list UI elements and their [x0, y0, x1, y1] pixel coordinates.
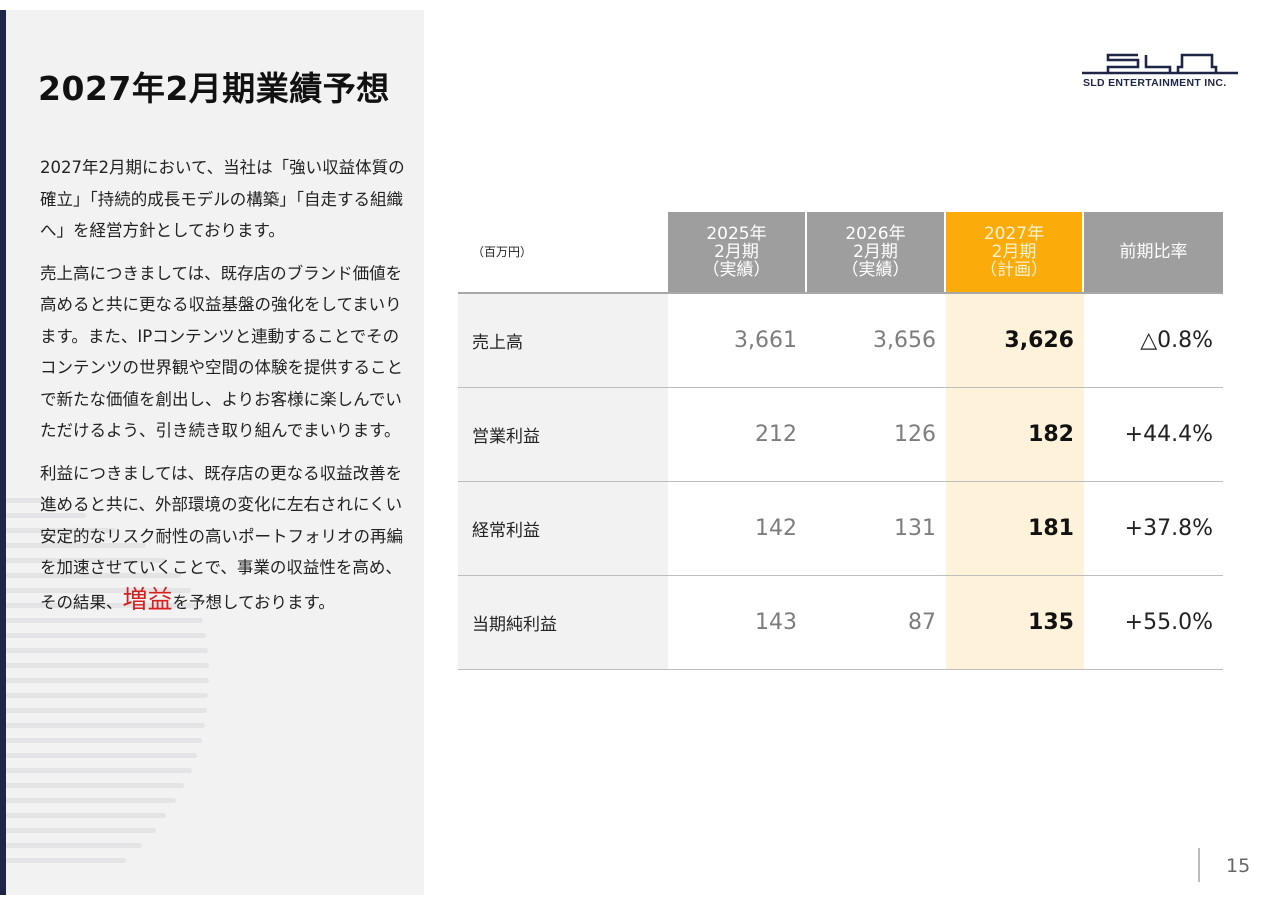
paragraph-profit-end: を予想しております。 — [172, 592, 335, 612]
value-change: +44.4% — [1124, 422, 1213, 447]
body-text: 2027年2月期において、当社は「強い収益体質の確立」「持続的成長モデルの構築」… — [40, 152, 406, 629]
paragraph-profit: 利益につきましては、既存店の更なる収益改善を進めると共に、外部環境の変化に左右さ… — [40, 458, 406, 619]
table-header-row: （百万円） 2025年 2月期 （実績） 2026年 2月期 （実績） 2027年 2月期… — [458, 212, 1223, 294]
row-label: 営業利益 — [458, 388, 668, 481]
value-fy2025: 3,661 — [734, 328, 797, 353]
header-fy2027-plan: 2027年 2月期 （計画） — [946, 212, 1084, 292]
value-fy2027: 3,626 — [946, 294, 1084, 387]
value-fy2026: 3,656 — [873, 328, 936, 353]
sld-logo-icon — [1082, 53, 1238, 75]
value-fy2026: 87 — [908, 610, 936, 635]
value-fy2025: 212 — [755, 422, 797, 447]
paragraph-policy: 2027年2月期において、当社は「強い収益体質の確立」「持続的成長モデルの構築」… — [40, 158, 405, 240]
value-change: △0.8% — [1140, 328, 1213, 353]
value-fy2025: 143 — [755, 610, 797, 635]
unit-label: （百万円） — [458, 212, 668, 292]
table-row: 営業利益 212 126 182 +44.4% — [458, 388, 1223, 482]
table-row: 経常利益 142 131 181 +37.8% — [458, 482, 1223, 576]
value-fy2027: 181 — [946, 482, 1084, 575]
page-number: 15 — [1226, 855, 1251, 877]
page-title: 2027年2月期業績予想 — [38, 69, 390, 108]
row-label: 売上高 — [458, 294, 668, 387]
value-fy2025: 142 — [755, 516, 797, 541]
value-fy2027: 182 — [946, 388, 1084, 481]
header-fy2025: 2025年 2月期 （実績） — [668, 212, 807, 292]
left-panel: 2027年2月期業績予想 2027年2月期において、当社は「強い収益体質の確立」… — [6, 10, 424, 895]
page-number-divider — [1198, 848, 1200, 882]
accent-bar — [0, 10, 6, 895]
value-change: +37.8% — [1124, 516, 1213, 541]
value-fy2026: 126 — [894, 422, 936, 447]
company-name: SLD ENTERTAINMENT INC. — [1083, 77, 1227, 89]
table-row: 当期純利益 143 87 135 +55.0% — [458, 576, 1223, 670]
highlight-profit-increase: 増益 — [122, 584, 173, 614]
row-label: 経常利益 — [458, 482, 668, 575]
row-label: 当期純利益 — [458, 576, 668, 669]
header-divider — [458, 292, 1223, 294]
paragraph-profit-text: 利益につきましては、既存店の更なる収益改善を進めると共に、外部環境の変化に左右さ… — [40, 463, 403, 612]
paragraph-sales: 売上高につきましては、既存店のブランド価値を高めると共に更なる収益基盤の強化をし… — [40, 263, 403, 441]
forecast-table: （百万円） 2025年 2月期 （実績） 2026年 2月期 （実績） 2027年 2月期… — [458, 212, 1223, 670]
value-fy2026: 131 — [894, 516, 936, 541]
decorative-stripes — [6, 498, 226, 895]
header-fy2026: 2026年 2月期 （実績） — [807, 212, 946, 292]
header-yoy-change: 前期比率 — [1084, 212, 1223, 292]
value-change: +55.0% — [1124, 610, 1213, 635]
value-fy2027: 135 — [946, 576, 1084, 669]
table-row: 売上高 3,661 3,656 3,626 △0.8% — [458, 294, 1223, 388]
